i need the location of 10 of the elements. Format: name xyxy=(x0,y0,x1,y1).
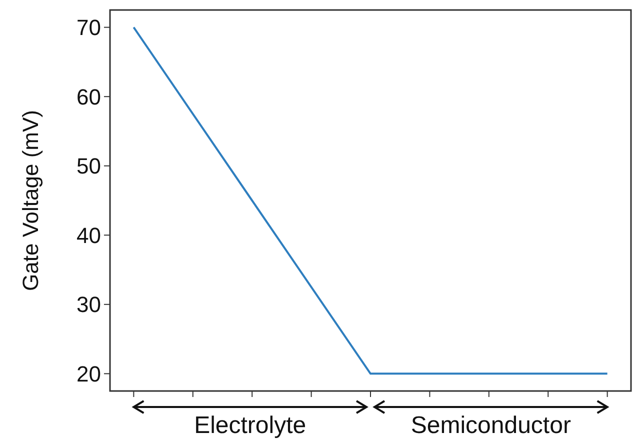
y-tick-label: 20 xyxy=(76,361,101,386)
y-tick-label: 30 xyxy=(76,292,101,318)
text: Semiconductor xyxy=(410,412,571,439)
line-series xyxy=(132,26,608,375)
y-axis-title: Gate Voltage (mV) xyxy=(18,110,43,291)
y-tick-label: 50 xyxy=(76,154,101,179)
text: Electrolyte xyxy=(194,412,306,439)
y-tick-label: 70 xyxy=(76,15,101,40)
y-tick-label: 60 xyxy=(76,84,101,110)
y-tick-label: 40 xyxy=(76,222,101,248)
